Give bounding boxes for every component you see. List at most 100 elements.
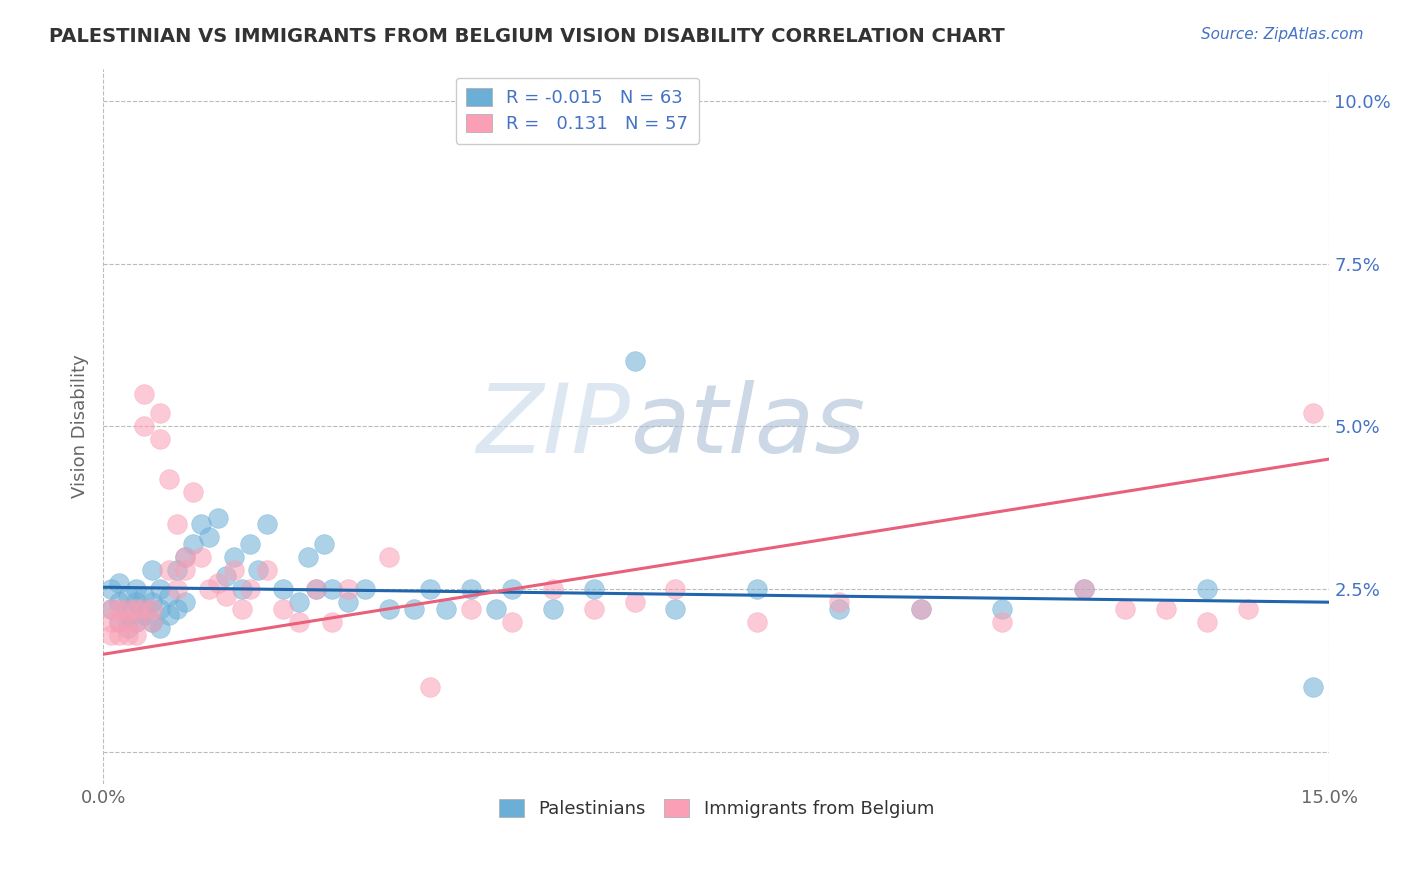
Point: [1302, 680, 1324, 694]
Point: [132, 608, 155, 623]
Point: [117, 608, 139, 623]
Point: [991, 615, 1014, 629]
Point: [117, 621, 139, 635]
Point: [337, 595, 360, 609]
Point: [288, 615, 311, 629]
Point: [256, 517, 278, 532]
Point: [100, 615, 122, 629]
Point: [149, 621, 172, 635]
Point: [125, 615, 148, 629]
Point: [231, 601, 253, 615]
Point: [108, 615, 131, 629]
Point: [312, 536, 335, 550]
Point: [108, 615, 131, 629]
Point: [132, 601, 155, 615]
Point: [297, 549, 319, 564]
Point: [623, 595, 645, 609]
Point: [190, 549, 212, 564]
Point: [125, 582, 148, 597]
Point: [166, 601, 188, 615]
Point: [1195, 582, 1218, 597]
Legend: Palestinians, Immigrants from Belgium: Palestinians, Immigrants from Belgium: [492, 792, 941, 825]
Point: [419, 582, 441, 597]
Point: [664, 582, 686, 597]
Y-axis label: Vision Disability: Vision Disability: [72, 355, 89, 499]
Point: [125, 601, 148, 615]
Point: [321, 615, 343, 629]
Point: [166, 563, 188, 577]
Point: [117, 601, 139, 615]
Point: [149, 433, 172, 447]
Point: [1195, 615, 1218, 629]
Point: [108, 601, 131, 615]
Point: [222, 563, 245, 577]
Point: [173, 563, 195, 577]
Point: [1302, 407, 1324, 421]
Point: [288, 595, 311, 609]
Point: [305, 582, 328, 597]
Point: [747, 615, 769, 629]
Point: [991, 601, 1014, 615]
Point: [157, 563, 180, 577]
Point: [157, 608, 180, 623]
Point: [460, 582, 482, 597]
Point: [125, 595, 148, 609]
Point: [419, 680, 441, 694]
Point: [247, 563, 270, 577]
Point: [582, 582, 605, 597]
Point: [910, 601, 932, 615]
Point: [190, 517, 212, 532]
Point: [149, 601, 172, 615]
Point: [1154, 601, 1177, 615]
Point: [132, 387, 155, 401]
Point: [149, 582, 172, 597]
Point: [125, 628, 148, 642]
Point: [141, 615, 163, 629]
Point: [100, 601, 122, 615]
Point: [1236, 601, 1258, 615]
Point: [353, 582, 375, 597]
Point: [141, 563, 163, 577]
Point: [501, 615, 523, 629]
Point: [747, 582, 769, 597]
Point: [484, 601, 506, 615]
Point: [337, 582, 360, 597]
Text: atlas: atlas: [630, 380, 866, 473]
Point: [256, 563, 278, 577]
Point: [181, 536, 204, 550]
Point: [100, 601, 122, 615]
Point: [1114, 601, 1136, 615]
Point: [321, 582, 343, 597]
Point: [460, 601, 482, 615]
Point: [582, 601, 605, 615]
Point: [222, 549, 245, 564]
Point: [125, 615, 148, 629]
Point: [828, 595, 851, 609]
Point: [378, 601, 401, 615]
Point: [664, 601, 686, 615]
Point: [501, 582, 523, 597]
Point: [1073, 582, 1095, 597]
Point: [100, 628, 122, 642]
Point: [271, 601, 294, 615]
Point: [117, 628, 139, 642]
Point: [166, 582, 188, 597]
Point: [239, 582, 262, 597]
Point: [117, 589, 139, 603]
Point: [181, 484, 204, 499]
Point: [117, 615, 139, 629]
Point: [173, 595, 195, 609]
Point: [166, 517, 188, 532]
Point: [173, 549, 195, 564]
Point: [910, 601, 932, 615]
Point: [541, 601, 564, 615]
Point: [132, 419, 155, 434]
Point: [402, 601, 425, 615]
Point: [207, 575, 229, 590]
Point: [207, 510, 229, 524]
Point: [198, 582, 221, 597]
Point: [132, 589, 155, 603]
Point: [541, 582, 564, 597]
Point: [132, 601, 155, 615]
Point: [117, 601, 139, 615]
